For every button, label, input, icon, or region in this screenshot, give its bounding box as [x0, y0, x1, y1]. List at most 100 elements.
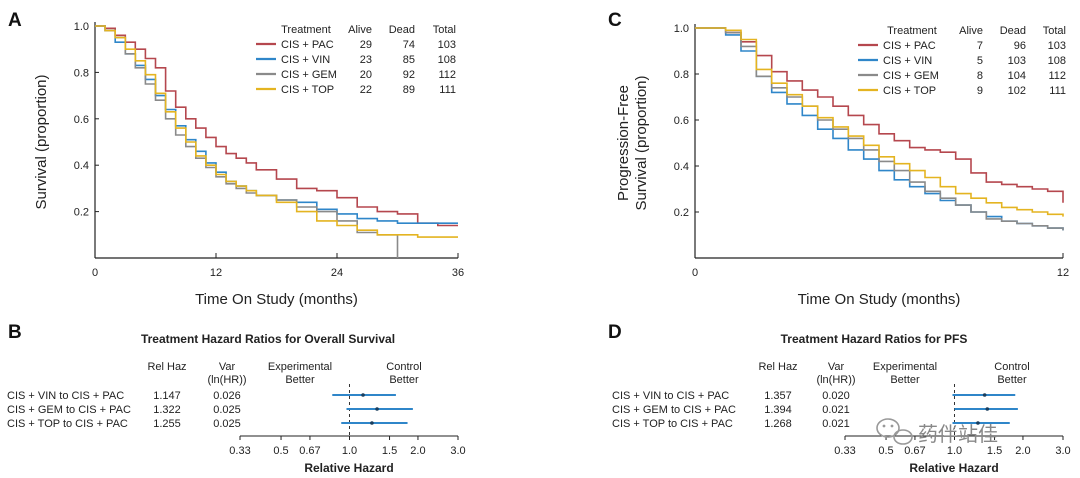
- forest-x-axis-title: Relative Hazard: [909, 461, 998, 475]
- y-tick-label: 0.2: [674, 207, 689, 219]
- legend-value: 23: [360, 54, 372, 66]
- col-header-var: (ln(HR)): [207, 374, 246, 386]
- wechat-logo-icon: [876, 418, 913, 445]
- x-tick-label: 24: [331, 267, 343, 279]
- col-header-var: (ln(HR)): [816, 374, 855, 386]
- legend-header: Dead: [389, 24, 415, 36]
- forest-title: Treatment Hazard Ratios for PFS: [781, 332, 968, 346]
- panel-b-forest-os: B Treatment Hazard Ratios for Overall Sur…: [7, 322, 466, 475]
- legend-value: 108: [438, 54, 456, 66]
- x-tick-label: 36: [452, 267, 464, 279]
- legend-value: 108: [1048, 55, 1066, 67]
- legend-header: Treatment: [281, 24, 331, 36]
- var-value: 0.026: [213, 390, 241, 402]
- legend-value: 7: [977, 40, 983, 52]
- legend-value: 103: [438, 39, 456, 51]
- y-tick-label: 0.8: [674, 69, 689, 81]
- legend-header: Treatment: [887, 25, 937, 37]
- forest-tick-label: 2.0: [1015, 445, 1030, 457]
- forest-tick-label: 1.5: [987, 445, 1002, 457]
- hr-point: [375, 407, 379, 411]
- legend-value: 96: [1014, 40, 1026, 52]
- legend-label: CIS + VIN: [883, 55, 932, 67]
- x-tick-label: 0: [92, 267, 98, 279]
- comparison-label: CIS + TOP to CIS + PAC: [612, 418, 733, 430]
- series-line-cis-gem: [695, 27, 1064, 231]
- legend-value: 29: [360, 39, 372, 51]
- x-tick-label: 0: [692, 267, 698, 279]
- forest-title: Treatment Hazard Ratios for Overall Surv…: [141, 332, 395, 346]
- legend-header: Alive: [959, 25, 983, 37]
- legend-value: 104: [1008, 70, 1026, 82]
- panel-a-survival-chart: A 1.0 0.8 0.6 0.4 0.2 0 12 24 36 Time On Study (mo…: [8, 10, 464, 308]
- hr-point: [370, 421, 374, 425]
- col-header-rel-haz: Rel Haz: [147, 361, 186, 373]
- forest-tick-label: 1.0: [947, 445, 962, 457]
- legend-value: 5: [977, 55, 983, 67]
- forest-tick-label: 0.33: [229, 445, 250, 457]
- y-tick-label: 0.4: [74, 160, 89, 172]
- x-tick-label: 12: [210, 267, 222, 279]
- legend-value: 89: [403, 84, 415, 96]
- rel-haz-value: 1.322: [153, 404, 181, 416]
- legend-header: Total: [433, 24, 456, 36]
- header-experimental-better: Experimental: [268, 361, 332, 373]
- series-line-cis-pac: [95, 25, 458, 227]
- legend-value: 74: [403, 39, 415, 51]
- legend-value: 112: [438, 69, 456, 81]
- panel-letter: A: [8, 10, 22, 31]
- var-value: 0.025: [213, 404, 241, 416]
- series-line-cis-pac: [695, 27, 1064, 203]
- legend-value: 92: [403, 69, 415, 81]
- var-value: 0.025: [213, 418, 241, 430]
- legend-value: 8: [977, 70, 983, 82]
- panel-letter: B: [8, 322, 22, 343]
- panel-letter: D: [608, 322, 622, 343]
- legend-value: 85: [403, 54, 415, 66]
- comparison-label: CIS + GEM to CIS + PAC: [7, 404, 131, 416]
- panel-c-pfs-chart: C 1.0 0.8 0.6 0.4 0.2 0 12 Time On Study (months…: [608, 10, 1069, 308]
- forest-tick-label: 0.5: [878, 445, 893, 457]
- rel-haz-value: 1.255: [153, 418, 181, 430]
- x-axis-title: Time On Study (months): [195, 291, 358, 308]
- comparison-label: CIS + GEM to CIS + PAC: [612, 404, 736, 416]
- legend-label: CIS + PAC: [883, 40, 936, 52]
- series-line-cis-vin: [95, 25, 458, 224]
- legend-label: CIS + PAC: [281, 39, 334, 51]
- legend-label: CIS + GEM: [281, 69, 337, 81]
- y-tick-label: 0.2: [74, 207, 89, 219]
- col-header-var: Var: [219, 361, 236, 373]
- legend-label: CIS + TOP: [281, 84, 334, 96]
- forest-tick-label: 0.5: [273, 445, 288, 457]
- x-tick-label: 12: [1057, 267, 1069, 279]
- legend-value: 20: [360, 69, 372, 81]
- hr-point: [985, 407, 990, 411]
- var-value: 0.021: [822, 404, 850, 416]
- forest-tick-label: 3.0: [450, 445, 465, 457]
- header-control-better: Better: [389, 374, 419, 386]
- y-axis-title: Survival (proportion): [33, 74, 50, 209]
- panel-d-forest-pfs: D Treatment Hazard Ratios for PFS Rel Haz V…: [608, 322, 1071, 475]
- legend-value: 103: [1048, 40, 1066, 52]
- rel-haz-value: 1.147: [153, 390, 181, 402]
- x-axis-title: Time On Study (months): [798, 291, 961, 308]
- forest-tick-label: 2.0: [410, 445, 425, 457]
- legend-value: 112: [1048, 70, 1066, 82]
- comparison-label: CIS + TOP to CIS + PAC: [7, 418, 128, 430]
- legend-value: 102: [1008, 85, 1026, 97]
- forest-x-axis-title: Relative Hazard: [304, 461, 393, 475]
- forest-tick-label: 0.67: [904, 445, 925, 457]
- col-header-var: Var: [828, 361, 845, 373]
- header-control-better: Control: [386, 361, 421, 373]
- legend-header: Total: [1043, 25, 1066, 37]
- legend: Treatment Alive Dead Total CIS + PAC 7 96 103 CI…: [858, 25, 1066, 97]
- forest-tick-label: 1.0: [342, 445, 357, 457]
- y-tick-label: 0.4: [674, 161, 689, 173]
- col-header-rel-haz: Rel Haz: [758, 361, 797, 373]
- legend-header: Dead: [1000, 25, 1026, 37]
- rel-haz-value: 1.357: [764, 390, 792, 402]
- legend-value: 9: [977, 85, 983, 97]
- hr-point: [976, 421, 980, 425]
- forest-tick-label: 0.33: [834, 445, 855, 457]
